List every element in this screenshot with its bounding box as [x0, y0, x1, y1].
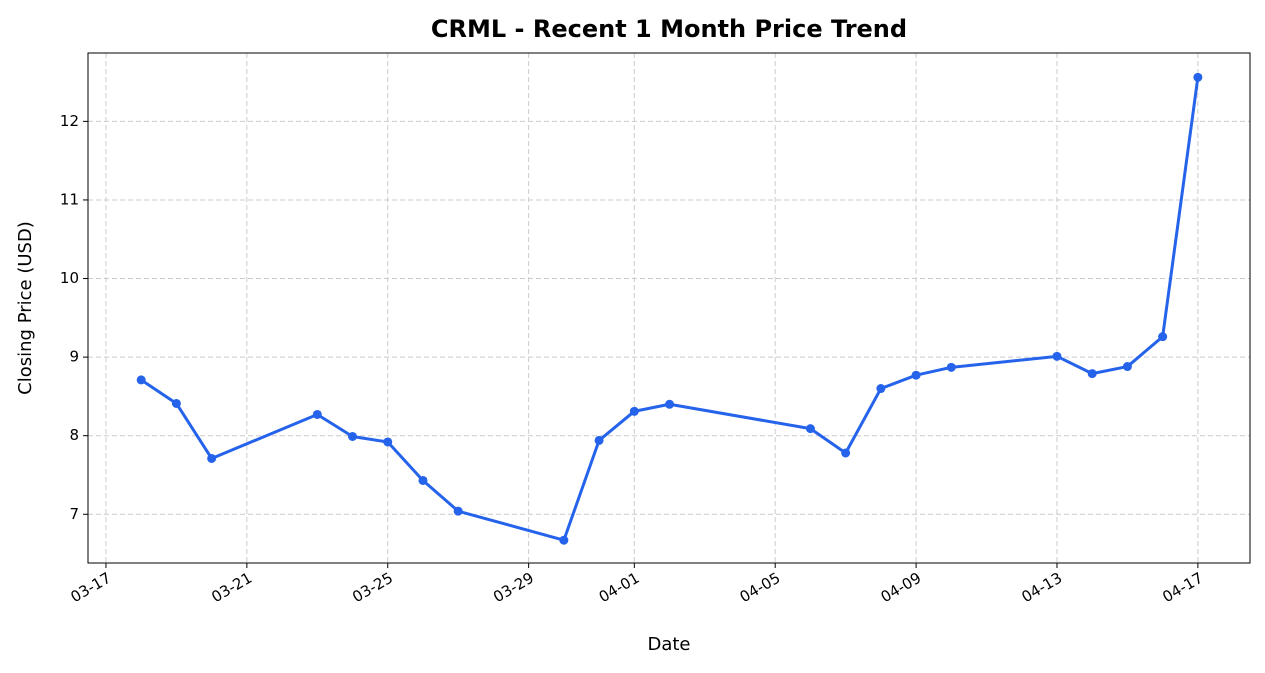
x-tick-label: 03-21	[208, 569, 255, 606]
point	[171, 398, 181, 408]
y-tick-label: 10	[60, 269, 79, 287]
point	[1122, 362, 1132, 372]
point	[665, 399, 675, 409]
point	[559, 535, 569, 545]
point	[207, 453, 217, 463]
point	[876, 384, 886, 394]
point	[841, 448, 851, 458]
point	[312, 409, 322, 419]
point	[629, 406, 639, 416]
x-tick-label: 04-05	[737, 569, 784, 606]
point	[911, 370, 921, 380]
point	[946, 362, 956, 372]
point	[383, 437, 393, 447]
x-tick-label: 04-09	[878, 569, 925, 606]
x-tick-label: 04-13	[1018, 569, 1065, 606]
x-tick-label: 03-29	[490, 569, 537, 606]
y-tick-label: 9	[69, 348, 79, 366]
y-tick-label: 11	[60, 190, 79, 208]
point	[453, 506, 463, 516]
point	[136, 375, 146, 385]
line	[140, 77, 1200, 542]
y-tick-label: 12	[60, 112, 79, 130]
x-tick-label: 03-25	[349, 569, 396, 606]
x-tick-label: 04-01	[596, 569, 643, 606]
x-axis-label: Date	[647, 634, 690, 655]
point	[418, 475, 428, 485]
point	[805, 424, 815, 434]
point	[1052, 351, 1062, 361]
chart-title: CRML - Recent 1 Month Price Trend	[431, 15, 907, 43]
y-tick-label: 8	[69, 426, 79, 444]
point	[594, 435, 604, 445]
point	[348, 431, 358, 441]
y-tick-label: 7	[69, 505, 79, 523]
point	[1193, 72, 1203, 82]
point	[1158, 332, 1168, 342]
x-tick-label: 04-17	[1159, 569, 1206, 606]
point	[1087, 369, 1097, 379]
y-axis-label: Closing Price (USD)	[15, 221, 36, 395]
plot-frame	[87, 52, 1251, 564]
x-tick-label: 03-17	[67, 569, 114, 606]
